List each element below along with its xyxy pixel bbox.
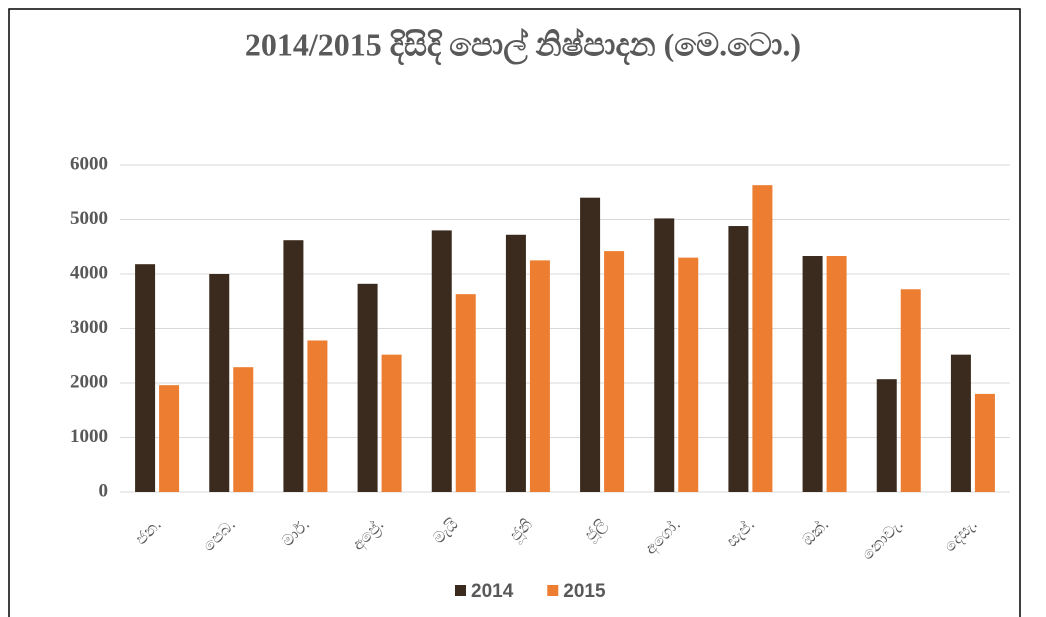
y-tick-label: 3000 [70,317,108,338]
bar [135,264,156,492]
y-tick-label: 0 [99,480,109,501]
y-tick-label: 5000 [70,208,108,229]
x-tick-label: මාර්. [278,515,314,551]
bar [431,230,452,492]
bar [950,354,971,492]
x-tick-label: ජූලි [580,515,611,546]
x-tick-label: සැප්. [722,515,758,551]
y-tick-label: 4000 [70,262,108,283]
y-tick-label: 6000 [70,153,108,174]
bar [728,226,749,493]
bar [900,289,921,492]
chart-title: 2014/2015 දිසිදි පොල් නිෂ්පාදන (මෙ.ටො.) [245,26,801,65]
bar [159,385,180,492]
x-tick-label: මැයි [429,515,462,548]
x-tick-label: අගෝ. [641,515,685,559]
bar [802,256,823,492]
x-tick-label: නොවැ. [858,515,907,564]
bar [307,340,328,492]
bar [233,367,254,492]
bar [752,185,773,493]
frame [8,8,1021,617]
legend-swatch [455,585,466,596]
bar [505,234,526,492]
bar [357,283,378,492]
bar [381,354,402,492]
y-tick-label: 2000 [70,371,108,392]
bar [455,294,476,492]
y-tick-label: 1000 [70,426,108,447]
legend-swatch [547,585,559,596]
bar [654,218,675,492]
bar [580,197,601,492]
x-tick-label: ඔක්. [798,515,833,550]
x-tick-label: පෙබ. [199,515,239,555]
bar [876,379,897,492]
x-tick-label: අප්‍රේ. [348,515,388,555]
bar [826,256,847,492]
legend-label: 2015 [563,581,606,602]
x-tick-label: දෙසැ. [940,515,981,556]
bar [529,260,550,492]
bar [974,393,995,492]
bar [604,251,625,492]
bar [283,240,304,492]
legend-label: 2014 [471,581,514,602]
x-tick-label: ජන. [131,515,165,549]
bar [678,257,699,492]
x-tick-label: ජූනි [506,515,537,546]
bar [209,274,230,492]
